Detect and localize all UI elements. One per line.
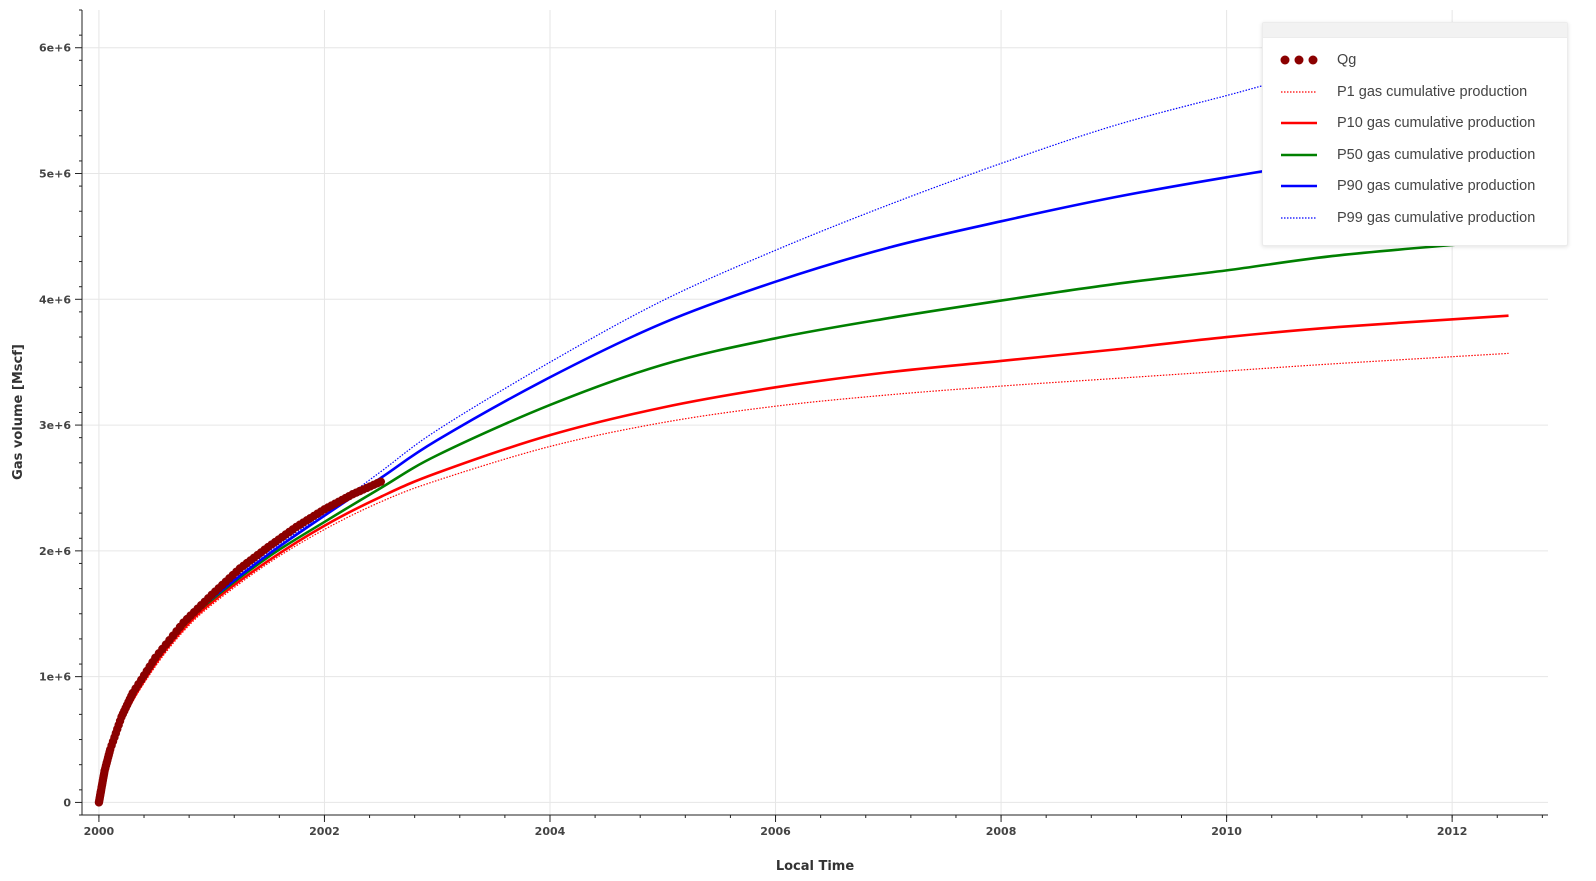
legend-label-1: P1 gas cumulative production (1337, 83, 1528, 100)
legend-glyph-5 (1281, 217, 1317, 219)
x-tick-label: 2002 (309, 825, 340, 838)
y-tick-label: 4e+6 (39, 293, 71, 306)
legend-label-5: P99 gas cumulative production (1337, 210, 1536, 226)
legend-marker (1294, 55, 1304, 65)
y-tick-label: 0 (63, 796, 71, 809)
legend-item-2[interactable]: P10 gas cumulative production (1277, 112, 1535, 134)
x-axis-title: Local Time (776, 859, 855, 874)
x-tick-label: 2012 (1437, 825, 1468, 838)
legend-glyph-4 (1281, 185, 1317, 188)
legend-item-1[interactable]: P1 gas cumulative production (1277, 81, 1527, 103)
legend-marker (1280, 55, 1290, 65)
legend-item-0[interactable]: Qg (1277, 49, 1356, 71)
x-tick-label: 2010 (1211, 825, 1242, 838)
y-tick-label: 3e+6 (39, 419, 71, 432)
legend-item-3[interactable]: P50 gas cumulative production (1277, 144, 1535, 166)
legend-glyph-3 (1281, 153, 1317, 157)
legend-glyph-0 (1280, 55, 1318, 65)
y-tick-label: 5e+6 (39, 168, 71, 181)
legend-item-4[interactable]: P90 gas cumulative production (1277, 175, 1535, 197)
series-line-1 (98, 352, 1509, 803)
x-tick-label: 2008 (986, 825, 1017, 838)
scatter-point (376, 477, 386, 486)
x-tick-label: 2006 (760, 825, 791, 838)
legend-label-2: P10 gas cumulative production (1337, 115, 1536, 132)
axes: 0 1e+6 2e+6 3e+6 4e+6 5e+6 6e+6 2000 2002 2004 200… (39, 9, 1548, 838)
legend: Qg P1 gas cumulative production P10 gas cu… (1262, 22, 1568, 246)
y-tick-label: 1e+6 (39, 671, 71, 684)
y-axis-title: Gas volume [Mscf] (11, 344, 26, 480)
legend-item-5[interactable]: P99 gas cumulative production (1277, 207, 1535, 229)
legend-glyph-1 (1281, 90, 1317, 93)
series-line-2 (97, 314, 1509, 803)
x-tick-label: 2004 (535, 825, 566, 838)
legend-marker (1308, 55, 1318, 65)
plot-series (94, 37, 1509, 807)
x-tick-label: 2000 (84, 825, 115, 838)
legend-label-3: P50 gas cumulative production (1337, 146, 1536, 163)
legend-label-0: Qg (1337, 52, 1357, 68)
legend-label-4: P90 gas cumulative production (1337, 178, 1536, 195)
legend-header (1263, 23, 1567, 38)
y-tick-label: 2e+6 (39, 545, 71, 558)
series-scatter-0 (94, 477, 386, 807)
y-tick-label: 6e+6 (39, 42, 71, 55)
legend-glyph-2 (1281, 121, 1317, 125)
